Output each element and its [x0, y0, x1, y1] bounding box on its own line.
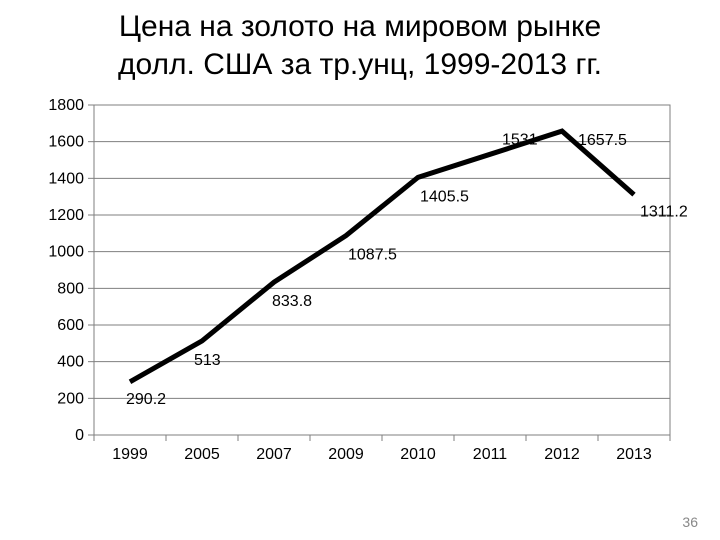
page-number: 36 — [682, 514, 698, 530]
svg-text:1200: 1200 — [48, 207, 84, 224]
svg-text:0: 0 — [75, 427, 84, 444]
svg-text:513: 513 — [194, 352, 221, 369]
svg-text:2005: 2005 — [184, 446, 220, 463]
svg-text:200: 200 — [57, 390, 84, 407]
svg-text:2009: 2009 — [328, 446, 364, 463]
svg-text:1800: 1800 — [48, 97, 84, 114]
svg-text:833.8: 833.8 — [272, 293, 312, 310]
svg-text:1400: 1400 — [48, 170, 84, 187]
svg-text:800: 800 — [57, 280, 84, 297]
svg-text:400: 400 — [57, 354, 84, 371]
svg-text:1087.5: 1087.5 — [348, 247, 397, 264]
svg-text:600: 600 — [57, 317, 84, 334]
gold-price-chart: 0 200 400 600 800 1000 1200 1400 1600 1800 1999 200… — [30, 93, 690, 493]
svg-text:2007: 2007 — [256, 446, 292, 463]
svg-text:1657.5: 1657.5 — [578, 132, 627, 149]
svg-text:1600: 1600 — [48, 134, 84, 151]
chart-svg: 0 200 400 600 800 1000 1200 1400 1600 1800 1999 200… — [30, 93, 690, 493]
slide: Цена на золото на мировом рынке долл. СШ… — [0, 0, 720, 540]
svg-text:2011: 2011 — [473, 446, 508, 463]
chart-title: Цена на золото на мировом рынке долл. СШ… — [0, 0, 720, 87]
svg-text:1531: 1531 — [502, 131, 538, 148]
svg-text:1405.5: 1405.5 — [420, 188, 469, 205]
svg-text:290.2: 290.2 — [126, 391, 166, 408]
title-line-2: долл. США за тр.унц, 1999-2013 гг. — [118, 48, 602, 81]
svg-text:1311.2: 1311.2 — [640, 204, 688, 221]
svg-text:1999: 1999 — [112, 446, 148, 463]
svg-text:2013: 2013 — [616, 446, 652, 463]
svg-text:2010: 2010 — [400, 446, 436, 463]
svg-text:2012: 2012 — [544, 446, 580, 463]
title-line-1: Цена на золото на мировом рынке — [119, 10, 601, 43]
svg-text:1000: 1000 — [48, 244, 84, 261]
